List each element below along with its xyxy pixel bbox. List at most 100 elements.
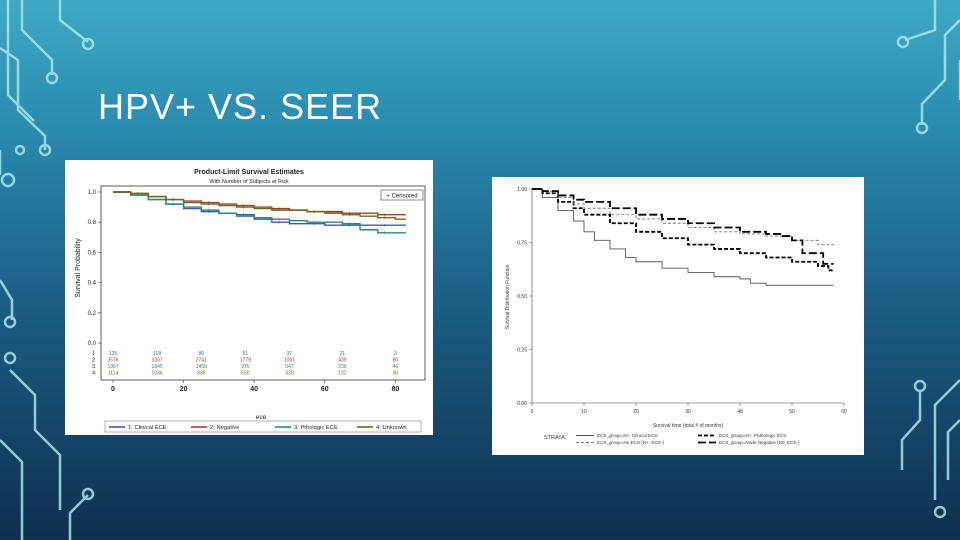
censor-mark bbox=[206, 202, 210, 206]
x-tick-label: 40 bbox=[250, 386, 258, 393]
censor-mark bbox=[206, 208, 210, 212]
x-tick-label: 60 bbox=[841, 409, 847, 415]
series-line-2 bbox=[113, 191, 406, 216]
y-tick-label: 0.0 bbox=[88, 341, 97, 347]
at-risk-value: 836 bbox=[197, 371, 206, 377]
censor-mark bbox=[312, 210, 316, 214]
series-line-4 bbox=[113, 191, 406, 220]
at-risk-value: 3576 bbox=[107, 358, 118, 364]
censor-mark bbox=[347, 213, 351, 217]
at-risk-value: 125 bbox=[109, 351, 118, 357]
at-risk-value: 547 bbox=[285, 364, 294, 370]
at-risk-value: 46 bbox=[393, 364, 399, 370]
at-risk-value: 118 bbox=[153, 351, 161, 357]
at-risk-value: 320 bbox=[285, 371, 294, 377]
series-line-4 bbox=[532, 188, 834, 265]
x-tick-label: 80 bbox=[391, 386, 399, 393]
at-risk-value: 2741 bbox=[196, 358, 207, 364]
slide-title: HPV+ VS. SEER bbox=[98, 86, 383, 127]
legend-item-2: ECS_group=N+, Pathologic ECS bbox=[719, 433, 786, 438]
legend-title: ece bbox=[256, 414, 267, 421]
censor-mark bbox=[277, 220, 281, 224]
x-axis-label: Survival time (total # of months) bbox=[653, 423, 724, 429]
censor-mark bbox=[383, 231, 387, 235]
x-tick-label: 20 bbox=[633, 409, 639, 415]
censor-mark bbox=[242, 214, 246, 218]
censor-mark bbox=[347, 222, 351, 226]
legend-item-3: ECS_group=No ECS (N+, ECS-) bbox=[597, 440, 664, 445]
at-risk-value: 1001 bbox=[284, 358, 295, 364]
at-risk-value: 550 bbox=[241, 371, 250, 377]
x-tick-label: 40 bbox=[737, 409, 743, 415]
y-tick-label: 0.4 bbox=[88, 281, 97, 287]
seer-survival-chart: Survival Distribution Function 0.00 0.25 0… bbox=[492, 177, 864, 455]
strata-label: STRATA: bbox=[544, 435, 567, 441]
censor-mark bbox=[242, 205, 246, 209]
legend-item-1: ECS_group=N+, Clinical ECS bbox=[597, 433, 658, 438]
at-risk-value: 37 bbox=[287, 351, 293, 357]
at-risk-value: 975 bbox=[241, 364, 250, 370]
censored-legend-box bbox=[380, 189, 424, 201]
y-axis-label: Survival Probability bbox=[75, 238, 82, 298]
x-tick-label: 30 bbox=[685, 409, 691, 415]
x-tick-label: 20 bbox=[180, 386, 188, 393]
y-tick-label: 0.6 bbox=[88, 250, 97, 256]
at-risk-group-label: 2 bbox=[92, 358, 95, 364]
censor-mark bbox=[171, 202, 175, 206]
x-tick-label: 50 bbox=[789, 409, 795, 415]
censor-mark bbox=[277, 208, 281, 212]
legend-item-2: 2: Negative bbox=[210, 425, 239, 431]
at-risk-value: 1459 bbox=[196, 364, 207, 370]
legend-item-1: 1: Clinical ECE bbox=[128, 425, 167, 431]
series-line-3 bbox=[113, 191, 406, 234]
censor-mark bbox=[136, 192, 140, 196]
at-risk-value: 439 bbox=[338, 358, 347, 364]
at-risk-value: 30 bbox=[393, 371, 399, 377]
censor-mark bbox=[383, 223, 387, 227]
x-tick-label: 0 bbox=[531, 409, 534, 415]
plot-frame bbox=[100, 185, 426, 381]
y-tick-label: 1.0 bbox=[88, 190, 97, 196]
legend-item-3: 3: Pthologic ECE bbox=[294, 425, 338, 431]
censor-mark bbox=[383, 216, 387, 220]
at-risk-value: 1967 bbox=[107, 364, 118, 370]
censored-legend: + Censored bbox=[386, 194, 417, 200]
at-risk-value: 3 bbox=[394, 351, 397, 357]
censor-mark bbox=[171, 198, 175, 202]
y-tick-label: 1.00 bbox=[517, 187, 527, 193]
x-tick-label: 60 bbox=[321, 386, 329, 393]
legend-item-4: ECS_group=Node Negative (N0, ECS-) bbox=[719, 440, 800, 445]
legend-item-4: 4: Unknown bbox=[376, 425, 407, 431]
censor-mark bbox=[312, 220, 316, 224]
x-tick-label: 10 bbox=[581, 409, 587, 415]
legend-box bbox=[104, 420, 422, 433]
at-risk-value: 51 bbox=[243, 351, 249, 357]
at-risk-value: 86 bbox=[198, 351, 204, 357]
at-risk-group-label: 1 bbox=[92, 351, 95, 357]
chart-title: Product-Limit Survival Estimates bbox=[194, 169, 304, 176]
at-risk-group-label: 4 bbox=[92, 371, 95, 377]
at-risk-value: 132 bbox=[338, 371, 347, 377]
censor-mark bbox=[383, 213, 387, 217]
chart-subtitle: With Number of Subjects at Risk bbox=[209, 179, 288, 185]
y-tick-label: 0.2 bbox=[88, 311, 97, 317]
y-tick-label: 0.25 bbox=[517, 347, 527, 353]
at-risk-value: 3307 bbox=[152, 358, 163, 364]
censor-mark bbox=[277, 217, 281, 221]
series-line-1 bbox=[532, 188, 834, 286]
at-risk-value: 21 bbox=[340, 351, 346, 357]
y-tick-label: 0.00 bbox=[517, 401, 527, 407]
y-tick-label: 0.50 bbox=[517, 294, 527, 300]
km-survival-chart: Product-Limit Survival Estimates With Nu… bbox=[65, 160, 433, 435]
at-risk-value: 1779 bbox=[240, 358, 251, 364]
at-risk-value: 239 bbox=[338, 364, 347, 370]
y-tick-label: 0.75 bbox=[517, 240, 527, 246]
y-tick-label: 0.8 bbox=[88, 220, 97, 226]
x-tick-label: 0 bbox=[111, 386, 115, 393]
at-risk-value: 1036 bbox=[152, 371, 163, 377]
y-axis-label: Survival Distribution Function bbox=[505, 264, 511, 329]
at-risk-value: 80 bbox=[393, 358, 399, 364]
at-risk-value: 1114 bbox=[108, 371, 119, 377]
at-risk-value: 1845 bbox=[152, 364, 163, 370]
